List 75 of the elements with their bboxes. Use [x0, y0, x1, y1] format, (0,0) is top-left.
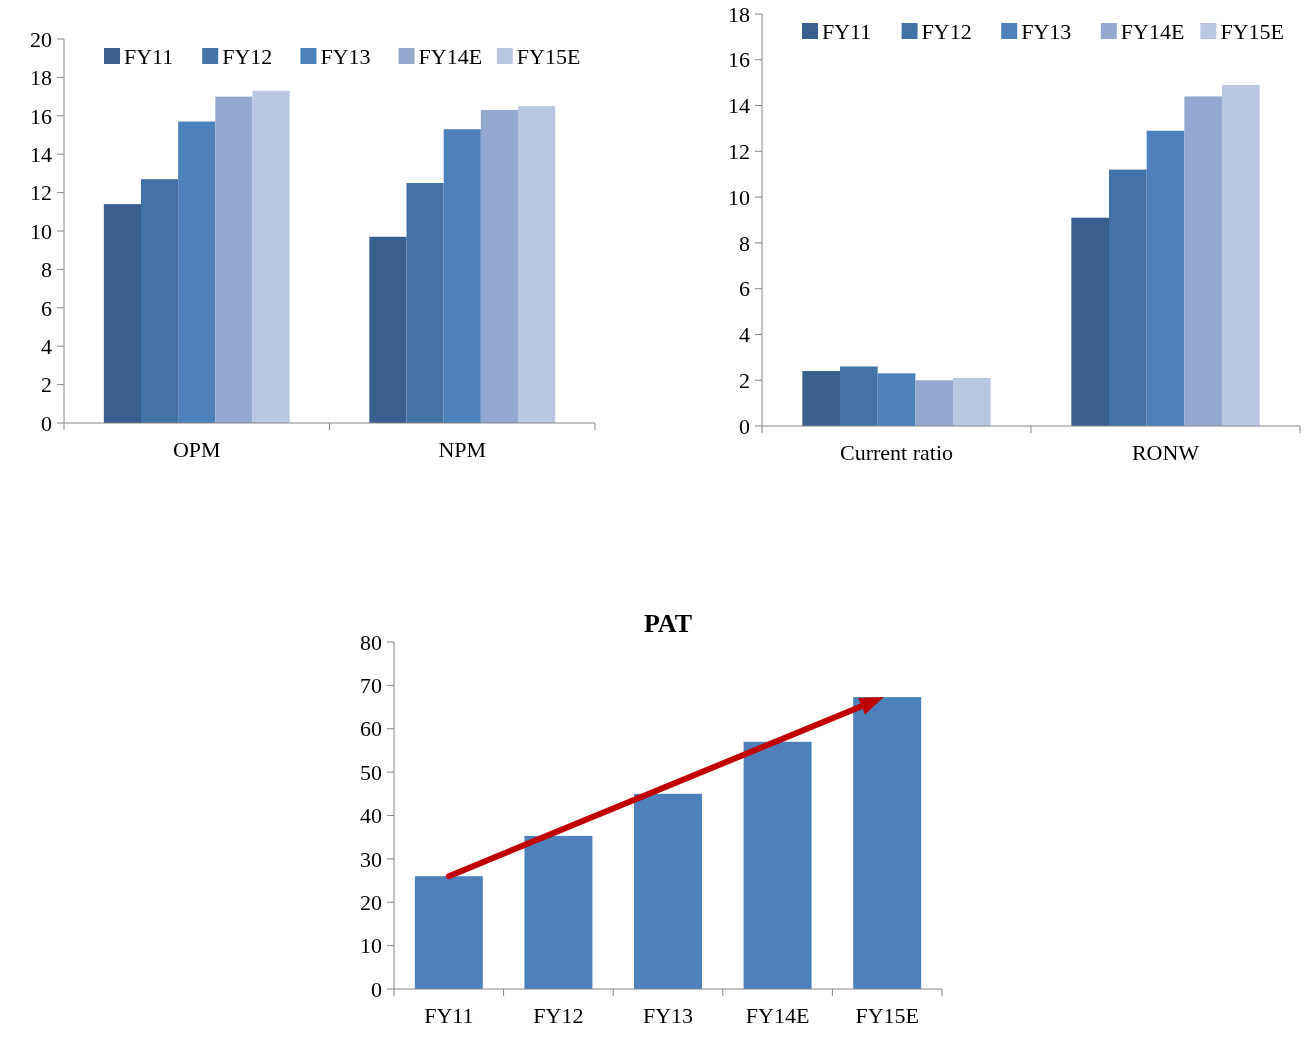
y-tick-label: 70 [360, 673, 382, 699]
y-tick-label: 18 [30, 65, 52, 91]
bar [915, 380, 953, 426]
y-tick-label: 80 [360, 629, 382, 655]
bar [802, 371, 841, 426]
y-tick-label: 4 [739, 322, 750, 348]
y-tick-label: 50 [360, 759, 382, 785]
y-tick-label: 60 [360, 716, 382, 742]
bar [524, 835, 593, 989]
bar [634, 793, 702, 989]
y-tick-label: 12 [728, 139, 750, 165]
bar [369, 236, 407, 423]
y-tick-label: 16 [30, 103, 52, 129]
y-tick-label: 0 [371, 976, 382, 1002]
bar [480, 110, 519, 423]
x-tick-label: FY11 [424, 1003, 474, 1028]
y-tick-label: 2 [739, 367, 750, 393]
bar [103, 204, 141, 423]
x-tick-label: RONW [1131, 440, 1200, 465]
x-tick-label: FY15E [855, 1003, 919, 1028]
y-tick-label: 14 [728, 93, 750, 119]
y-tick-label: 12 [30, 180, 52, 206]
legend-label: FY15E [1220, 18, 1284, 44]
x-tick-label: FY12 [533, 1003, 584, 1028]
y-tick-label: 0 [41, 410, 52, 436]
bar [443, 129, 481, 423]
bar [840, 366, 878, 426]
bar [1146, 130, 1185, 426]
y-tick-label: 16 [728, 47, 750, 73]
legend-label: FY14E [1120, 18, 1185, 44]
bar [1109, 169, 1147, 426]
x-tick-label: NPM [438, 437, 487, 462]
x-tick-label: OPM [172, 437, 221, 462]
bar [518, 106, 556, 423]
legend-label: FY11 [124, 43, 174, 69]
legend-label: FY13 [1021, 18, 1072, 44]
legend-label: FY13 [320, 43, 371, 69]
y-tick-label: 14 [30, 141, 52, 167]
bar [853, 697, 922, 989]
bar [406, 183, 444, 423]
bar [1071, 217, 1110, 426]
bar [178, 121, 216, 423]
y-tick-label: 6 [739, 276, 750, 302]
y-tick-label: 0 [739, 413, 750, 439]
bar [1221, 84, 1260, 426]
legend-label: FY11 [822, 18, 872, 44]
chart-title: PAT [643, 609, 693, 638]
y-tick-label: 2 [41, 372, 52, 398]
y-tick-label: 10 [360, 933, 382, 959]
y-tick-label: 30 [360, 846, 382, 872]
legend-label: FY15E [516, 43, 581, 69]
y-tick-label: 20 [360, 889, 382, 915]
bar [252, 90, 290, 423]
bar [1184, 96, 1222, 426]
y-tick-label: 10 [30, 218, 52, 244]
y-tick-label: 40 [360, 803, 382, 829]
bar [141, 179, 179, 423]
bar [215, 96, 253, 423]
y-tick-label: 8 [41, 257, 52, 283]
legend-label: FY12 [222, 43, 273, 69]
y-tick-label: 20 [30, 26, 52, 52]
y-tick-label: 10 [728, 184, 750, 210]
y-tick-label: 8 [739, 230, 750, 256]
y-tick-label: 4 [41, 333, 52, 359]
bar [743, 741, 812, 989]
x-tick-label: FY14E [745, 1003, 810, 1028]
y-tick-label: 6 [41, 295, 52, 321]
y-tick-label: 18 [728, 1, 750, 27]
legend-label: FY14E [418, 43, 483, 69]
x-tick-label: FY13 [642, 1003, 694, 1028]
bar [877, 373, 916, 426]
legend-label: FY12 [921, 18, 972, 44]
x-tick-label: Current ratio [839, 440, 954, 465]
bar [952, 377, 991, 426]
bar [414, 876, 483, 989]
